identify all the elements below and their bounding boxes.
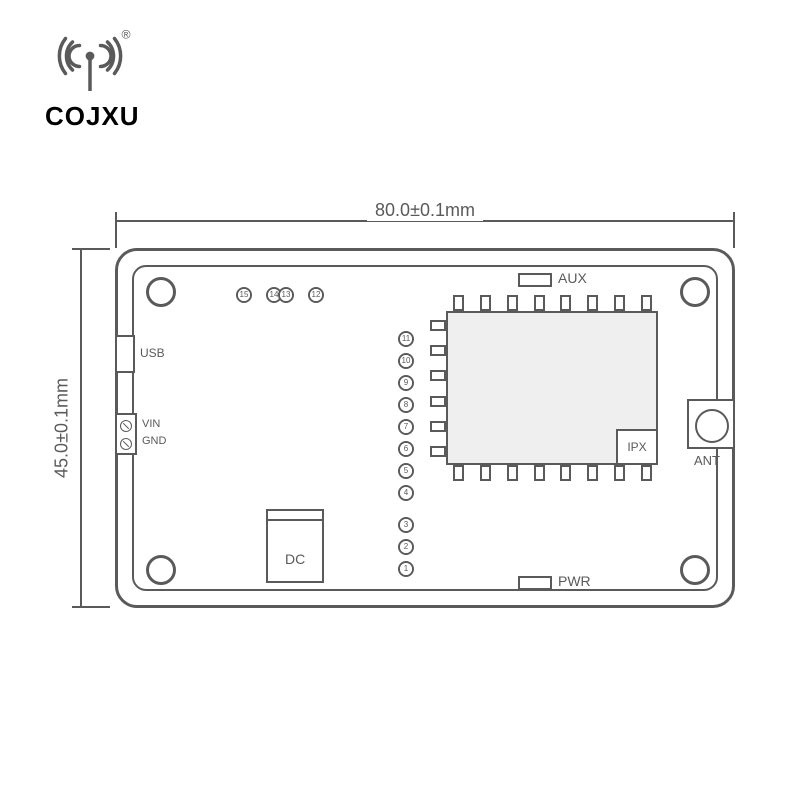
chip-pad (614, 465, 625, 481)
dimension-height: 45.0±0.1mm (68, 248, 98, 608)
pin-3: 3 (398, 517, 414, 533)
chip-pad (507, 465, 518, 481)
chip-pad (430, 396, 446, 407)
chip-pad (507, 295, 518, 311)
chip-pad (534, 465, 545, 481)
ant-label: ANT (694, 453, 720, 468)
pin-5: 5 (398, 463, 414, 479)
brand-text: COJXU (45, 101, 140, 132)
dimension-width: 80.0±0.1mm (115, 208, 735, 238)
chip-pad (641, 295, 652, 311)
power-terminal (115, 413, 137, 455)
vin-label: VIN (142, 418, 160, 430)
pin-7: 7 (398, 419, 414, 435)
dimension-width-label: 80.0±0.1mm (367, 200, 483, 221)
pin-12: 12 (308, 287, 324, 303)
pin-4: 4 (398, 485, 414, 501)
chip-pad (430, 345, 446, 356)
pin-11: 11 (398, 331, 414, 347)
mount-hole (680, 555, 710, 585)
pin-9: 9 (398, 375, 414, 391)
pin-6: 6 (398, 441, 414, 457)
pin-10: 10 (398, 353, 414, 369)
chip-pad (534, 295, 545, 311)
brand-logo: ® COJXU (45, 28, 140, 132)
chip-pad (430, 320, 446, 331)
mount-hole (146, 277, 176, 307)
dimension-height-label: 45.0±0.1mm (52, 370, 73, 486)
ipx-connector: IPX (616, 429, 658, 465)
pin-2: 2 (398, 539, 414, 555)
pin-8: 8 (398, 397, 414, 413)
chip-pad (430, 421, 446, 432)
chip-pad (453, 465, 464, 481)
chip-pad (560, 295, 571, 311)
gnd-label: GND (142, 435, 166, 447)
chip-pad (587, 295, 598, 311)
dc-label: DC (285, 551, 305, 567)
svg-text:®: ® (122, 28, 131, 42)
usb-connector (115, 335, 135, 373)
chip-pad (430, 370, 446, 381)
chip-pad (430, 446, 446, 457)
chip-pad (453, 295, 464, 311)
antenna-connector (687, 399, 735, 449)
chip-pad (587, 465, 598, 481)
pin-15: 15 (236, 287, 252, 303)
led-aux-label: AUX (558, 270, 587, 286)
mount-hole (680, 277, 710, 307)
led-aux (518, 273, 552, 287)
chip-pad (480, 465, 491, 481)
chip-pad (560, 465, 571, 481)
chip-pad (614, 295, 625, 311)
led-pwr (518, 576, 552, 590)
chip-pad (641, 465, 652, 481)
pin-1: 1 (398, 561, 414, 577)
pcb-board: AUX PWR USB VIN GND DC ANT IPX 123456789… (115, 248, 735, 608)
led-pwr-label: PWR (558, 573, 591, 589)
pin-13: 13 (278, 287, 294, 303)
rf-module-body: IPX (446, 311, 658, 465)
dc-jack (266, 509, 324, 583)
usb-label: USB (140, 346, 165, 360)
rf-module: IPX (430, 295, 674, 481)
chip-pad (480, 295, 491, 311)
mount-hole (146, 555, 176, 585)
antenna-icon: ® (45, 28, 135, 98)
